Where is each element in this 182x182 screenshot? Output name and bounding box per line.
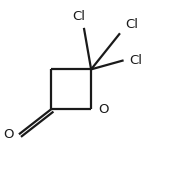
Text: Cl: Cl (129, 54, 142, 67)
Text: O: O (98, 102, 109, 116)
Text: O: O (3, 128, 13, 141)
Text: Cl: Cl (72, 10, 85, 23)
Text: Cl: Cl (125, 19, 138, 31)
